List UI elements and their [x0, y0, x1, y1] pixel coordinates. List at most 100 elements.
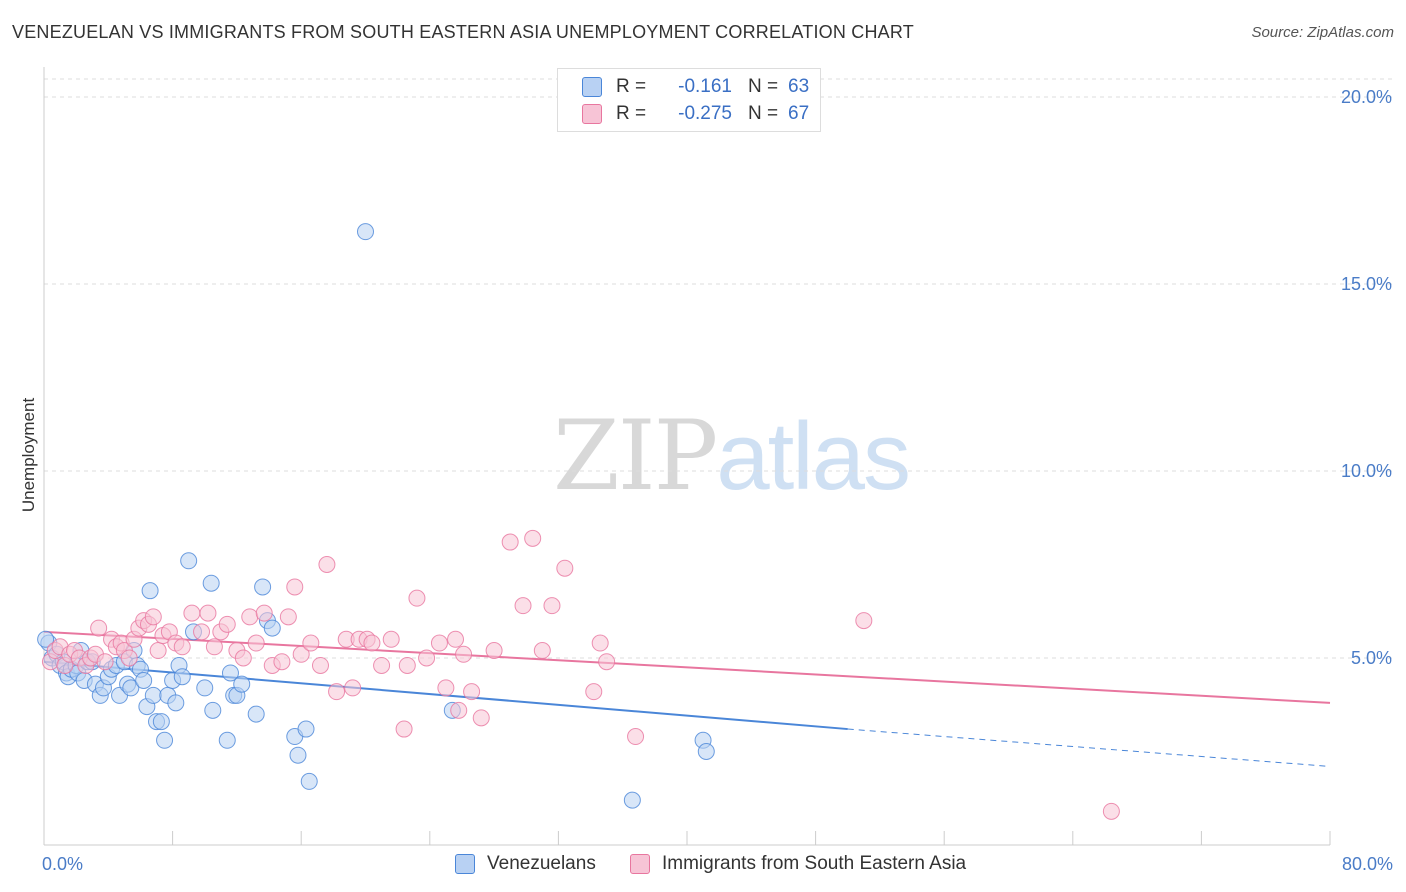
point-immigrants	[463, 683, 481, 701]
point-immigrants	[408, 589, 426, 607]
point-immigrants	[418, 649, 436, 667]
point-venezuelans	[289, 746, 307, 764]
point-immigrants	[218, 615, 236, 633]
point-immigrants	[255, 604, 273, 622]
x-tick-label-min: 0.0%	[42, 854, 83, 874]
axis-labels: 5.0% 10.0% 15.0% 20.0% 0.0% 80.0% Unemployment	[19, 87, 1393, 874]
source-label: Source: ZipAtlas.com	[1251, 24, 1394, 41]
legend-r-value: -0.161	[678, 76, 732, 97]
axes	[43, 67, 1331, 846]
point-immigrants	[311, 656, 329, 674]
point-venezuelans	[263, 619, 281, 637]
point-venezuelans	[141, 582, 159, 600]
point-immigrants	[234, 649, 252, 667]
legend-row-immigrants: R = -0.275 N = 67	[582, 102, 809, 126]
point-immigrants	[591, 634, 609, 652]
point-venezuelans	[144, 686, 162, 704]
point-venezuelans	[167, 694, 185, 712]
point-immigrants	[199, 604, 217, 622]
series-legend-venezuelans: Venezuelans	[455, 853, 596, 875]
point-immigrants	[1102, 802, 1120, 820]
point-venezuelans	[221, 664, 239, 682]
series-swatch-blue	[455, 854, 475, 874]
point-venezuelans	[156, 731, 174, 749]
point-immigrants	[279, 608, 297, 626]
point-venezuelans	[135, 671, 153, 689]
point-venezuelans	[233, 675, 251, 693]
legend-r-label: R =	[616, 76, 647, 97]
series-legend: Venezuelans Immigrants from South Easter…	[0, 853, 1406, 877]
series-legend-label: Venezuelans	[487, 853, 596, 874]
point-immigrants	[286, 578, 304, 596]
point-immigrants	[514, 597, 532, 615]
point-immigrants	[318, 556, 336, 573]
point-immigrants	[149, 642, 167, 660]
watermark-atlas: atlas	[716, 403, 911, 510]
point-venezuelans	[297, 720, 315, 738]
point-venezuelans	[180, 552, 198, 570]
point-immigrants	[193, 623, 211, 641]
point-venezuelans	[37, 630, 55, 648]
legend-r-label: R =	[616, 103, 647, 124]
legend-n-label: N =	[748, 76, 779, 97]
point-immigrants	[485, 642, 503, 660]
legend-n-label: N =	[748, 103, 779, 124]
legend-swatch-pink	[582, 104, 602, 124]
point-immigrants	[524, 529, 542, 547]
watermark-zip: ZIP	[553, 400, 718, 512]
data-points	[37, 223, 1120, 820]
point-immigrants	[437, 679, 455, 697]
grid-lines	[44, 78, 1392, 659]
point-immigrants	[205, 638, 223, 656]
y-axis-title: Unemployment	[19, 398, 38, 513]
legend-n-value: 67	[788, 103, 810, 124]
point-immigrants	[447, 630, 465, 648]
point-immigrants	[328, 683, 346, 701]
point-venezuelans	[218, 731, 236, 749]
point-venezuelans	[697, 743, 715, 760]
point-immigrants	[556, 559, 574, 577]
point-immigrants	[183, 604, 201, 622]
point-immigrants	[363, 634, 381, 652]
point-venezuelans	[196, 679, 214, 697]
point-venezuelans	[173, 668, 191, 686]
point-immigrants	[395, 720, 413, 738]
point-immigrants	[382, 630, 400, 648]
point-immigrants	[247, 634, 265, 652]
legend-swatch-blue	[582, 77, 602, 97]
x-tick-label-max: 80.0%	[1342, 854, 1393, 874]
point-immigrants	[472, 709, 490, 727]
point-immigrants	[450, 701, 468, 719]
point-immigrants	[627, 728, 645, 746]
series-legend-label: Immigrants from South Eastern Asia	[662, 853, 967, 874]
series-swatch-pink	[630, 854, 650, 874]
point-immigrants	[120, 649, 138, 667]
point-immigrants	[398, 656, 416, 674]
point-immigrants	[344, 679, 362, 697]
point-immigrants	[144, 608, 162, 626]
point-immigrants	[543, 597, 561, 615]
legend-row-venezuelans: R = -0.161 N = 63	[582, 75, 809, 99]
point-venezuelans	[122, 679, 140, 697]
point-immigrants	[273, 653, 291, 671]
point-immigrants	[373, 656, 391, 674]
correlation-legend: R = -0.161 N = 63 R = -0.275 N = 67	[557, 68, 821, 132]
legend-r-value: -0.275	[678, 103, 732, 124]
point-immigrants	[96, 653, 114, 671]
point-immigrants	[598, 653, 616, 671]
point-immigrants	[173, 638, 191, 656]
point-immigrants	[585, 683, 603, 701]
point-immigrants	[90, 619, 108, 637]
point-venezuelans	[202, 574, 220, 592]
trend-extension-venezuelans	[847, 728, 1331, 767]
point-immigrants	[501, 533, 519, 551]
watermark: ZIPatlas	[553, 400, 911, 512]
point-venezuelans	[357, 223, 374, 241]
point-venezuelans	[300, 772, 318, 790]
point-venezuelans	[254, 578, 272, 596]
point-venezuelans	[247, 705, 265, 723]
point-immigrants	[292, 645, 310, 663]
y-tick-label: 10.0%	[1341, 461, 1392, 481]
point-immigrants	[855, 612, 873, 630]
